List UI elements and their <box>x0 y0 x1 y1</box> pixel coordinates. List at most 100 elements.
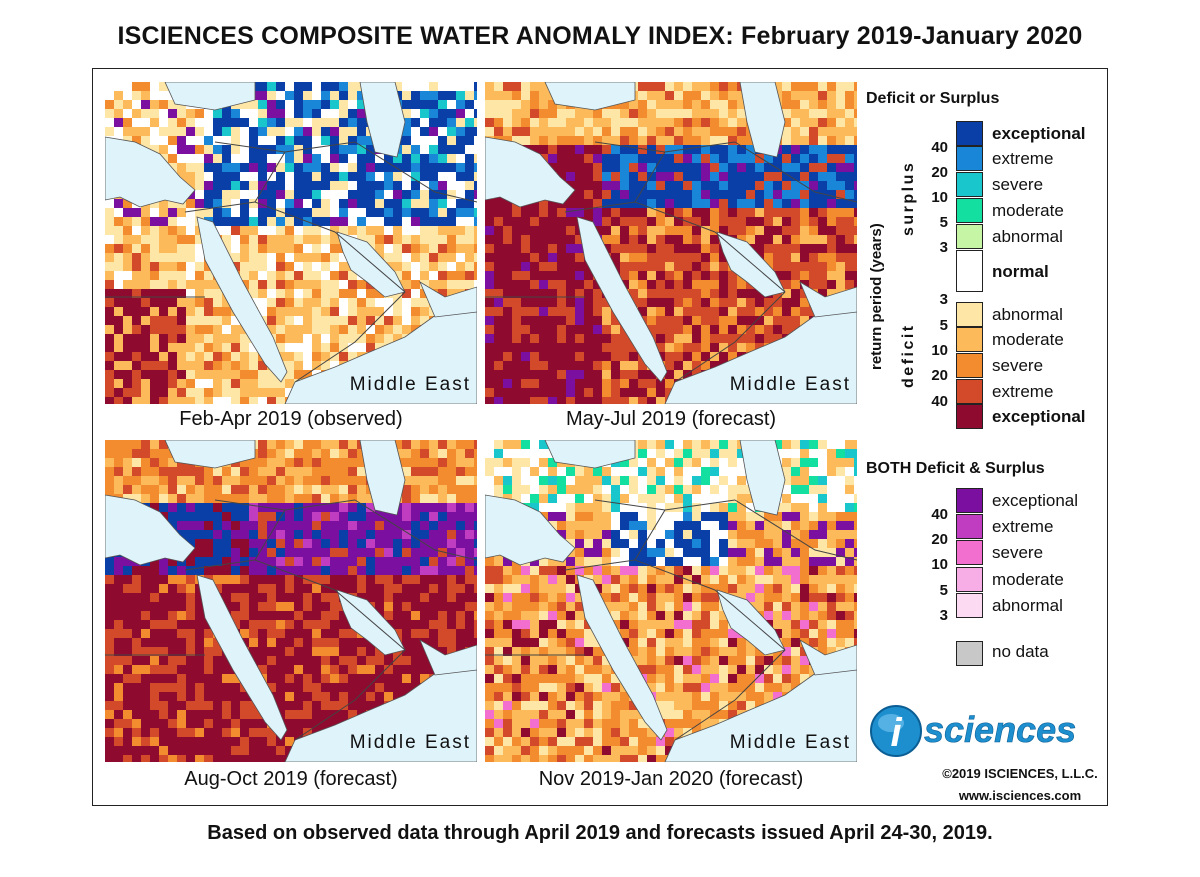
legend-label-both-exceptional: exceptional <box>992 491 1079 510</box>
country-border <box>594 141 666 153</box>
map-region-label: Middle East <box>729 374 851 395</box>
map-caption: Aug-Oct 2019 (forecast) <box>184 768 398 790</box>
legend-title-both: BOTH Deficit & Surplus <box>866 460 1045 477</box>
legend-swatch-both-extreme <box>956 514 983 539</box>
legend-swatch-severe <box>956 353 983 378</box>
water-body <box>576 574 668 741</box>
map-raster <box>105 440 477 762</box>
logo-letter: i <box>890 711 902 755</box>
legend-swatch-severe <box>956 172 983 197</box>
map-panel-feb-apr-2019: Middle East <box>105 82 477 404</box>
water-body <box>164 82 256 111</box>
map-panel-nov-2019-jan-2020: Middle East <box>485 440 857 762</box>
water-body <box>799 281 857 318</box>
legend-label-moderate: moderate <box>992 330 1064 349</box>
water-body <box>739 82 786 158</box>
water-body <box>359 440 406 516</box>
country-border <box>734 141 857 203</box>
legend-surplus-number: 10 <box>931 189 948 206</box>
anomaly-cells <box>105 82 477 404</box>
water-body <box>544 82 636 111</box>
legend-deficit-number: 10 <box>931 342 948 359</box>
water-body <box>576 216 668 383</box>
water-body <box>105 494 196 566</box>
map-caption: May-Jul 2019 (forecast) <box>565 408 777 430</box>
map-panel-aug-oct-2019: Middle East <box>105 440 477 762</box>
water-body <box>419 281 477 318</box>
legend-label-severe: severe <box>992 175 1044 194</box>
legend-swatch-both-moderate <box>956 567 983 592</box>
water-body <box>105 136 196 208</box>
legend-label-abnormal: abnormal <box>992 305 1063 324</box>
legend-swatch-no-data <box>956 641 983 666</box>
legend-both-number: 3 <box>939 607 948 624</box>
legend-deficit-number: 40 <box>931 393 948 410</box>
water-body <box>739 440 786 516</box>
legend-surplus-number: 40 <box>931 139 948 156</box>
copyright-text: ©2019 ISCIENCES, L.L.C. <box>942 766 1098 781</box>
country-border <box>714 589 786 651</box>
legend-both-number: 40 <box>931 506 948 523</box>
legend-swatch-both-exceptional <box>956 488 983 513</box>
legend-label-moderate: moderate <box>992 201 1064 220</box>
legend-surplus-number: 20 <box>931 164 948 181</box>
legend-swatch-exceptional <box>956 404 983 429</box>
legend-label-normal: normal <box>992 262 1049 281</box>
legend-swatch-both-severe <box>956 540 983 565</box>
water-body <box>485 136 576 208</box>
legend-label-both-moderate: moderate <box>992 570 1064 589</box>
map-caption: Nov 2019-Jan 2020 (forecast) <box>538 768 804 790</box>
anomaly-cells <box>485 82 857 404</box>
legend-swatch-moderate <box>956 327 983 352</box>
legend-swatch-both-abnormal <box>956 593 983 618</box>
legend-deficit-number: 3 <box>939 291 948 308</box>
country-border <box>214 141 286 153</box>
water-body <box>419 639 477 676</box>
legend-label-severe: severe <box>992 356 1044 375</box>
legend-label-both-severe: severe <box>992 543 1044 562</box>
map-raster <box>485 440 857 762</box>
legend-both-number: 20 <box>931 531 948 548</box>
country-border <box>354 499 477 561</box>
isciences-logo-graphic: i sciences <box>870 705 1076 757</box>
country-border <box>214 499 286 511</box>
map-raster <box>105 82 477 404</box>
logo-wordmark: sciences <box>924 709 1076 750</box>
map-region-label: Middle East <box>729 732 851 753</box>
footer-note: Based on observed data through April 201… <box>207 822 993 844</box>
country-border <box>594 499 666 511</box>
map-raster <box>485 82 857 404</box>
legend-label-abnormal: abnormal <box>992 227 1063 246</box>
legend-deficit-number: 20 <box>931 367 948 384</box>
map-panel-may-jul-2019: Middle East <box>485 82 857 404</box>
legend-swatch-abnormal <box>956 302 983 327</box>
country-border <box>674 291 786 383</box>
legend-both-number: 10 <box>931 556 948 573</box>
legend-title-deficit-surplus: Deficit or Surplus <box>866 90 1000 107</box>
legend-label-extreme: extreme <box>992 382 1054 401</box>
country-border <box>734 499 857 561</box>
water-body <box>196 216 288 383</box>
legend-swatch-exceptional <box>956 121 983 146</box>
legend-both-number: 5 <box>939 582 948 599</box>
legend-label-no-data: no data <box>992 642 1049 661</box>
country-border <box>294 291 406 383</box>
water-body <box>544 440 636 469</box>
legend-surplus-number: 5 <box>939 214 948 231</box>
map-region-label: Middle East <box>349 374 471 395</box>
legend-label-exceptional: exceptional <box>992 407 1086 426</box>
legend-swatch-moderate <box>956 198 983 223</box>
legend-swatch-extreme <box>956 379 983 404</box>
country-border <box>354 141 477 203</box>
website-text: www.isciences.com <box>958 788 1082 803</box>
legend-axis-label: return period (years) <box>868 223 885 370</box>
country-border <box>334 231 406 293</box>
country-border <box>674 649 786 741</box>
water-body <box>799 639 857 676</box>
legend-label-exceptional: exceptional <box>992 124 1086 143</box>
legend-label-both-extreme: extreme <box>992 517 1054 536</box>
legend-surplus-number: 3 <box>939 239 948 256</box>
legend-label-both-abnormal: abnormal <box>992 596 1063 615</box>
legend-label-extreme: extreme <box>992 149 1054 168</box>
water-body <box>485 494 576 566</box>
